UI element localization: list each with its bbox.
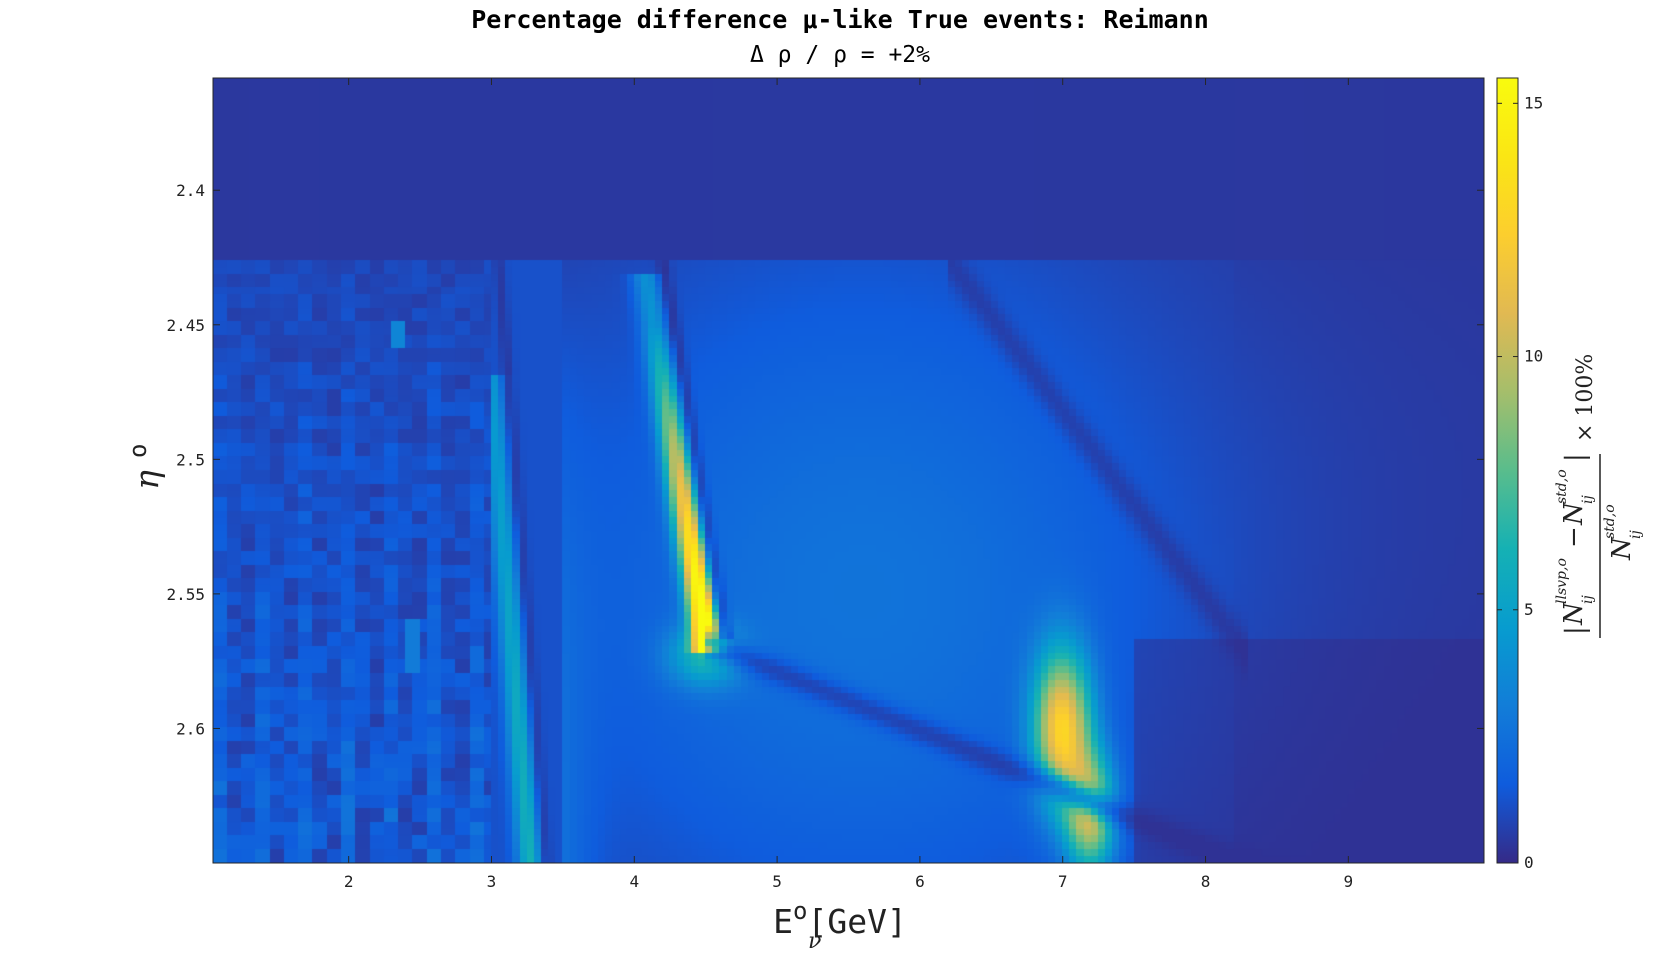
svg-text:|: | bbox=[1561, 626, 1591, 635]
x-axis-label-subscript: ν bbox=[808, 929, 821, 954]
svg-text:N: N bbox=[1559, 501, 1589, 526]
colorbar-tick-label: 10 bbox=[1524, 347, 1543, 366]
svg-text:N: N bbox=[1607, 536, 1637, 561]
y-axis-label-superscript: o bbox=[124, 444, 152, 458]
y-axis-label-main: η bbox=[127, 470, 166, 490]
x-tick-label: 5 bbox=[772, 872, 782, 891]
heatmap-plot-area bbox=[213, 78, 1484, 863]
svg-text:ij: ij bbox=[1580, 595, 1596, 604]
x-axis-label-main: E bbox=[773, 902, 793, 941]
svg-text:× 100%: × 100% bbox=[1573, 354, 1598, 442]
colorbar bbox=[1496, 77, 1519, 864]
colorbar-tick-label: 5 bbox=[1524, 600, 1534, 619]
svg-text:ij: ij bbox=[1628, 530, 1644, 539]
y-tick-label: 2.6 bbox=[176, 719, 205, 738]
colorbar-label-fraction: | N llsvp,o ij − N std,o ij | N std,o ij… bbox=[1554, 354, 1644, 638]
svg-text:−: − bbox=[1559, 526, 1589, 548]
svg-text:std,o: std,o bbox=[1602, 504, 1618, 539]
plot-frame bbox=[212, 77, 1485, 864]
chart-subtitle: Δ ρ / ρ = +2% bbox=[750, 42, 930, 68]
x-axis-label: Eo[GeV] bbox=[773, 897, 907, 941]
y-tick-label: 2.55 bbox=[166, 585, 205, 604]
chart-title: Percentage difference μ-like True events… bbox=[471, 5, 1209, 34]
svg-text:llsvp,o: llsvp,o bbox=[1554, 558, 1570, 604]
x-tick-label: 3 bbox=[487, 872, 497, 891]
y-axis-label: η o bbox=[124, 444, 166, 490]
colorbar-tick-label: 15 bbox=[1524, 93, 1543, 112]
x-tick-label: 9 bbox=[1344, 872, 1354, 891]
x-axis-label-superscript: o bbox=[793, 897, 807, 925]
svg-text:std,o: std,o bbox=[1554, 469, 1570, 504]
x-axis-label-unit: [GeV] bbox=[807, 902, 906, 941]
x-tick-label: 4 bbox=[629, 872, 639, 891]
svg-text:|: | bbox=[1561, 453, 1591, 462]
y-tick-label: 2.5 bbox=[176, 450, 205, 469]
svg-text:N: N bbox=[1559, 601, 1589, 626]
x-tick-label: 2 bbox=[344, 872, 354, 891]
colorbar-tick-label: 0 bbox=[1524, 853, 1534, 872]
colorbar-ticks: 0 5 10 15 bbox=[1497, 93, 1543, 872]
y-tick-label: 2.45 bbox=[166, 316, 205, 335]
y-axis-ticks: 2.4 2.45 2.5 2.55 2.6 bbox=[166, 181, 1484, 738]
heatmap-canvas bbox=[213, 78, 1484, 863]
x-tick-label: 7 bbox=[1058, 872, 1068, 891]
svg-text:ij: ij bbox=[1580, 495, 1596, 504]
x-axis-ticks: 2 3 4 5 6 7 8 9 bbox=[344, 78, 1353, 891]
y-tick-label: 2.4 bbox=[176, 181, 205, 200]
x-tick-label: 6 bbox=[915, 872, 925, 891]
x-tick-label: 8 bbox=[1201, 872, 1211, 891]
colorbar-label: | N llsvp,o ij − N std,o ij | N std,o ij… bbox=[1554, 354, 1644, 638]
